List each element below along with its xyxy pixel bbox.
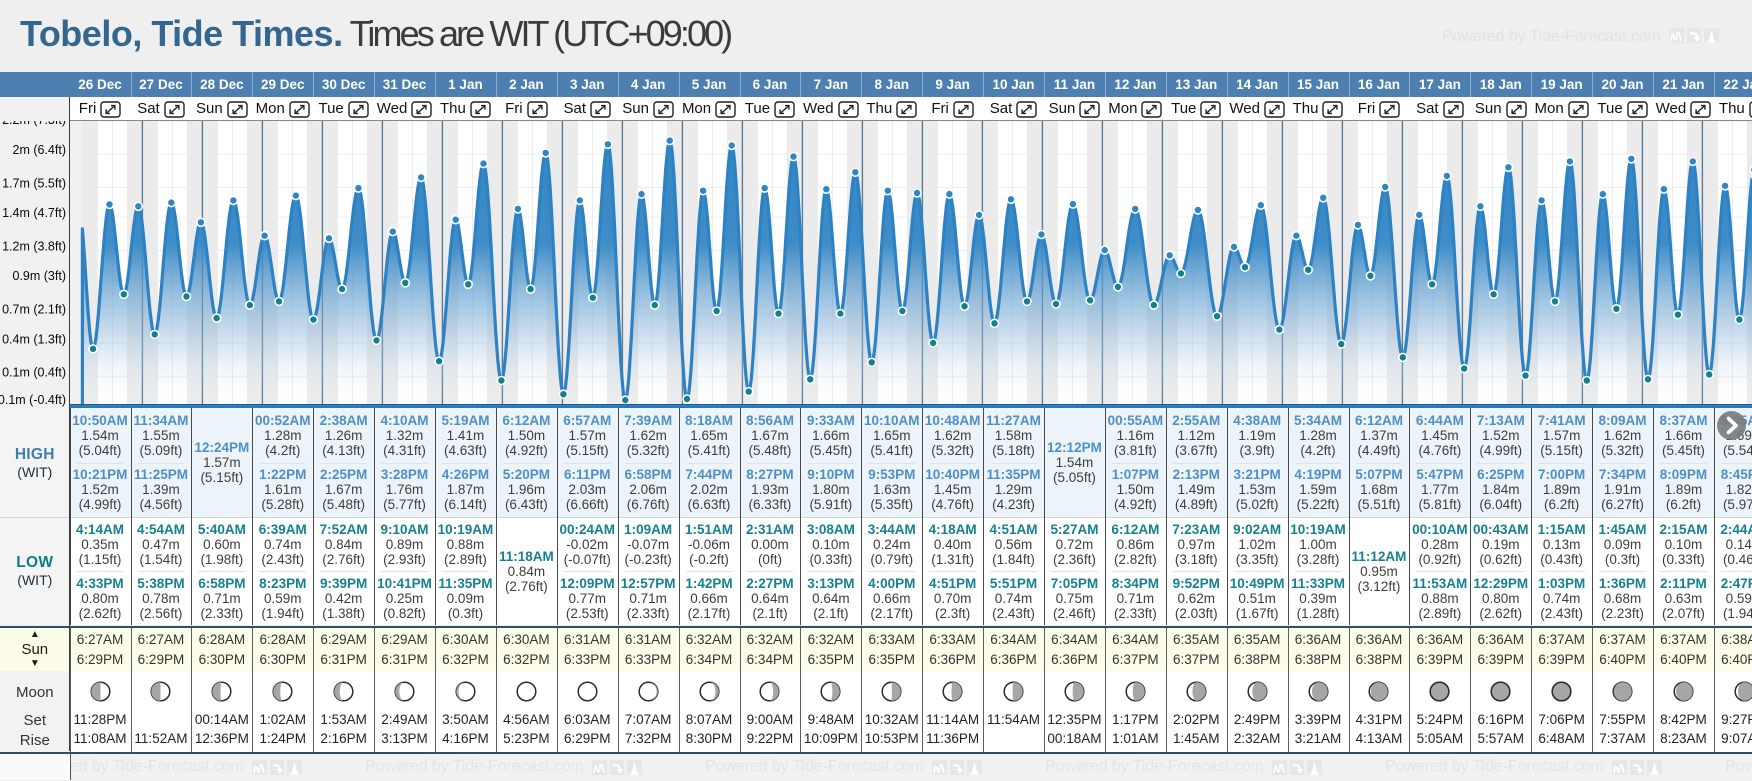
svg-text:1.4m (4.7ft): 1.4m (4.7ft) [2, 206, 66, 220]
svg-text:2.2m (7.3ft): 2.2m (7.3ft) [2, 121, 66, 127]
svg-text:0.4m (1.3ft): 0.4m (1.3ft) [2, 332, 66, 346]
svg-text:1.2m (3.8ft): 1.2m (3.8ft) [2, 240, 66, 254]
svg-text:-0.1m (-0.4ft): -0.1m (-0.4ft) [0, 393, 66, 407]
svg-text:2m (6.4ft): 2m (6.4ft) [13, 143, 67, 157]
svg-text:0.7m (2.1ft): 0.7m (2.1ft) [2, 303, 66, 317]
svg-text:0.9m (3ft): 0.9m (3ft) [13, 269, 67, 283]
svg-text:1.7m (5.5ft): 1.7m (5.5ft) [2, 177, 66, 191]
svg-text:0.1m (0.4ft): 0.1m (0.4ft) [2, 366, 66, 380]
